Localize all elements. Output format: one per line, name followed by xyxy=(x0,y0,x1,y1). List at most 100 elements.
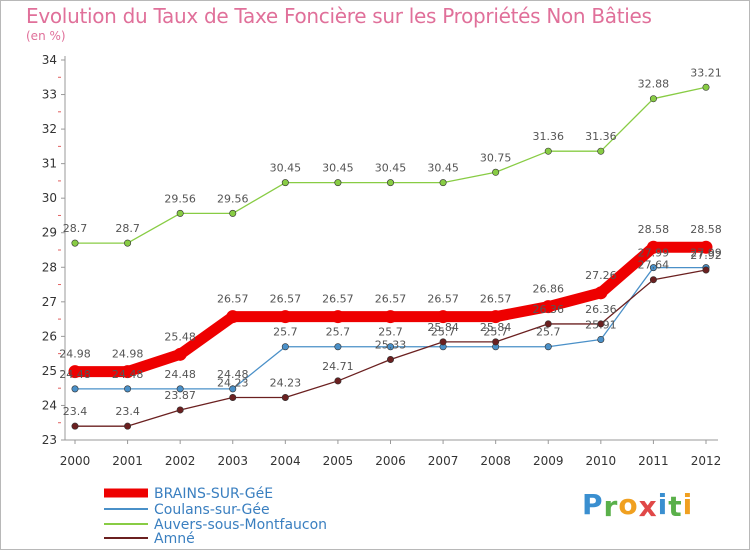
series-point xyxy=(68,365,82,379)
x-tick-label: 2010 xyxy=(586,454,617,468)
data-label: 28.7 xyxy=(115,222,140,235)
data-label: 30.45 xyxy=(375,162,407,175)
series-point xyxy=(597,320,605,328)
series-point xyxy=(544,320,552,328)
data-label: 26.57 xyxy=(480,293,512,306)
data-label: 30.45 xyxy=(270,162,302,175)
data-label: 24.23 xyxy=(270,377,302,390)
y-tick-label: 32 xyxy=(42,122,57,136)
series-layer xyxy=(68,83,713,430)
data-label: 25.7 xyxy=(431,326,456,339)
series-point xyxy=(702,83,710,91)
series-point xyxy=(281,394,289,402)
data-label: 29.56 xyxy=(164,192,196,205)
series-point xyxy=(597,147,605,155)
chart-title: Evolution du Taux de Taxe Foncière sur l… xyxy=(26,4,652,28)
legend-label: Amné xyxy=(154,531,195,547)
series-point xyxy=(544,147,552,155)
logo-letter: t xyxy=(668,490,683,523)
data-label: 24.48 xyxy=(59,368,91,381)
y-tick-label: 23 xyxy=(42,433,57,447)
y-tick-label: 34 xyxy=(42,53,57,67)
series-point xyxy=(173,347,187,361)
x-tick-label: 2002 xyxy=(165,454,196,468)
data-label: 25.84 xyxy=(480,321,512,334)
x-tick-label: 2001 xyxy=(112,454,143,468)
x-tick-label: 2006 xyxy=(375,454,406,468)
y-tick-label: 27 xyxy=(42,295,57,309)
series-point xyxy=(594,286,608,300)
series-point xyxy=(124,385,132,393)
series-point xyxy=(649,276,657,284)
series-point xyxy=(71,239,79,247)
data-label: 30.45 xyxy=(322,162,354,175)
series-point xyxy=(436,310,450,324)
data-label: 26.57 xyxy=(427,293,459,306)
x-tick-label: 2012 xyxy=(691,454,722,468)
x-tick-label: 2004 xyxy=(270,454,301,468)
series-point xyxy=(489,310,503,324)
data-label: 28.7 xyxy=(63,222,88,235)
data-label: 26.57 xyxy=(270,293,302,306)
x-tick-label: 2003 xyxy=(217,454,248,468)
data-label: 24.71 xyxy=(322,360,354,373)
series-point xyxy=(492,168,500,176)
data-label: 26.57 xyxy=(375,293,407,306)
series-point xyxy=(334,377,342,385)
data-label: 24.48 xyxy=(112,368,144,381)
y-tick-label: 24 xyxy=(42,398,57,412)
x-tick-label: 2011 xyxy=(638,454,669,468)
series-point xyxy=(439,338,447,346)
axes: 23 24 25 26 27 28 29 30 31 32 33 34 2000 2001 2002 2003… xyxy=(42,53,722,468)
series-point xyxy=(176,406,184,414)
x-tick-label: 2008 xyxy=(480,454,511,468)
data-label: 26.86 xyxy=(533,283,565,296)
series-point xyxy=(229,209,237,217)
data-label: 25.7 xyxy=(483,326,508,339)
logo-letter: i xyxy=(682,488,694,521)
logo-letter: i xyxy=(657,488,669,521)
series-point xyxy=(229,394,237,402)
series-point xyxy=(699,240,713,254)
data-label: 23.4 xyxy=(115,405,140,418)
y-tick-label: 25 xyxy=(42,364,57,378)
y-tick-label: 26 xyxy=(42,329,57,343)
data-label: 27.99 xyxy=(638,247,670,260)
data-label: 24.48 xyxy=(217,368,249,381)
data-label: 30.45 xyxy=(427,162,459,175)
data-label: 31.36 xyxy=(533,130,565,143)
data-label: 24.48 xyxy=(164,368,196,381)
data-label: 25.7 xyxy=(378,326,403,339)
series-point xyxy=(386,179,394,187)
data-label: 23.4 xyxy=(63,405,88,418)
y-tick-label: 33 xyxy=(42,88,57,102)
series-point xyxy=(544,343,552,351)
series-point xyxy=(439,179,447,187)
data-label: 24.98 xyxy=(59,348,91,361)
data-label: 26.57 xyxy=(322,293,354,306)
data-label: 25.91 xyxy=(585,318,617,331)
series-point xyxy=(226,310,240,324)
series-point xyxy=(649,264,657,272)
y-tick-label: 31 xyxy=(42,157,57,171)
data-label: 31.36 xyxy=(585,130,617,143)
data-label: 25.48 xyxy=(164,330,196,343)
data-label: 27.99 xyxy=(690,247,722,260)
series-point xyxy=(331,310,345,324)
data-label: 24.98 xyxy=(112,348,144,361)
series-point xyxy=(278,310,292,324)
data-label: 25.7 xyxy=(326,326,351,339)
logo-letter: x xyxy=(638,490,658,523)
series-point xyxy=(384,310,397,324)
series-point xyxy=(124,239,132,247)
legend-label: Coulans-sur-Gée xyxy=(154,502,270,518)
data-label: 30.75 xyxy=(480,151,512,164)
data-label: 26.36 xyxy=(585,303,617,316)
data-label: 27.92 xyxy=(690,249,722,262)
series-point xyxy=(597,335,605,343)
data-label: 32.88 xyxy=(638,78,670,91)
data-label: 26.36 xyxy=(533,303,565,316)
legend-label: Auvers-sous-Montfaucon xyxy=(154,517,327,533)
series-point xyxy=(646,240,660,254)
